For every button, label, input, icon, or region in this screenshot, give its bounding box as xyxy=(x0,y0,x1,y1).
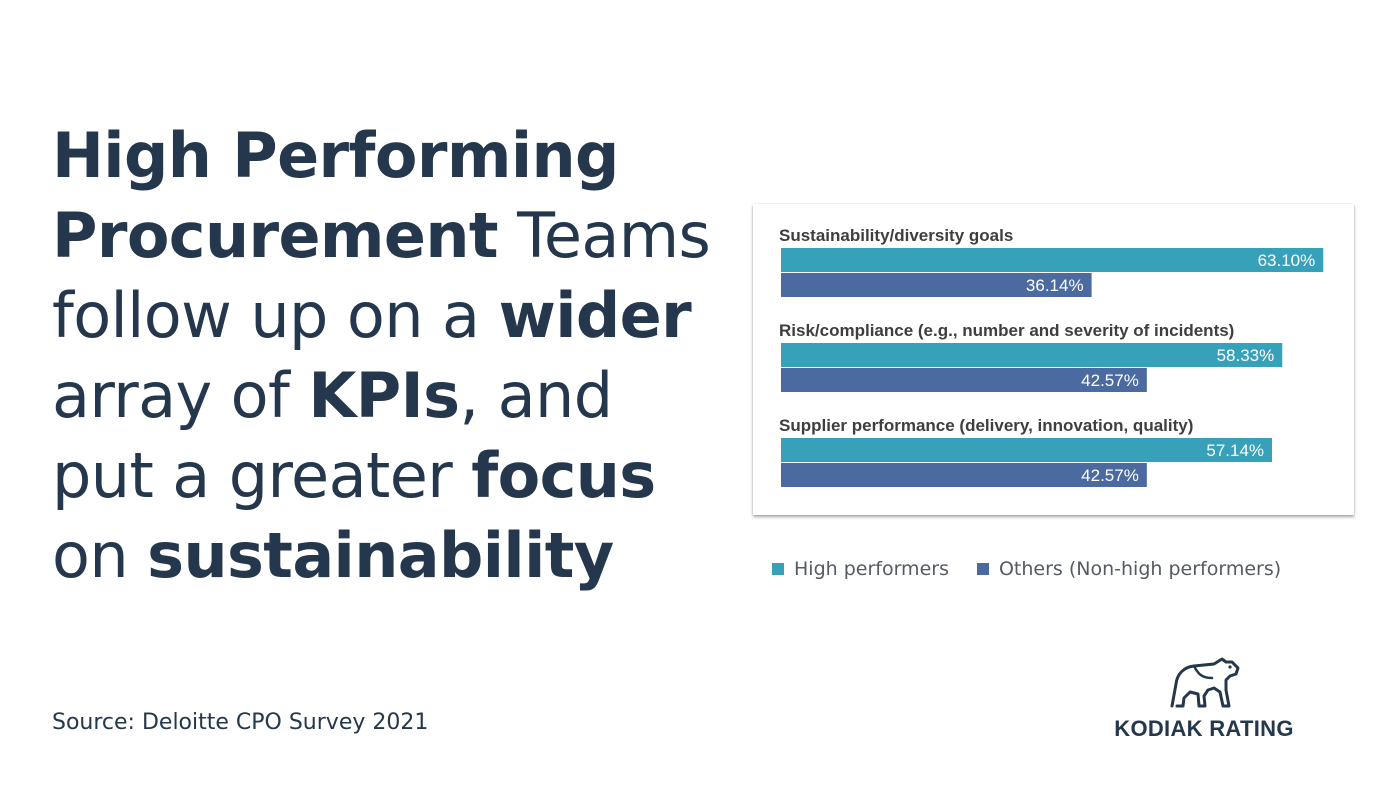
category-label: Risk/compliance (e.g., number and severi… xyxy=(779,321,1234,340)
legend-label-others: Others (Non-high performers) xyxy=(998,558,1282,580)
headline-bold: Procurement xyxy=(52,199,499,272)
headline-text: put a greater xyxy=(52,439,472,512)
legend-item-high: High performers xyxy=(772,558,949,580)
bar-high-performers xyxy=(781,343,1283,367)
legend-swatch-others xyxy=(976,563,989,575)
bar-value-label: 58.33% xyxy=(1217,346,1275,365)
bear-icon xyxy=(1170,657,1240,708)
headline: High Performing Procurement Teams follow… xyxy=(52,116,742,596)
headline-text: , and xyxy=(459,359,613,432)
bar-others xyxy=(781,463,1147,487)
category-label: Supplier performance (delivery, innovati… xyxy=(779,416,1193,435)
bar-others xyxy=(781,273,1092,297)
bar-high-performers xyxy=(781,438,1273,462)
bar-value-label: 63.10% xyxy=(1258,251,1316,270)
source-note: Source: Deloitte CPO Survey 2021 xyxy=(52,710,429,735)
kodiak-logo: KODIAK RATING xyxy=(1108,656,1300,744)
headline-text: array of xyxy=(52,359,309,432)
legend-label-high: High performers xyxy=(794,558,949,580)
legend-item-others: Others (Non-high performers) xyxy=(976,558,1282,580)
headline-text: follow up on a xyxy=(52,279,499,352)
bar-value-label: 36.14% xyxy=(1026,276,1084,295)
bar-value-label: 42.57% xyxy=(1081,466,1139,485)
chart-legend: High performers Others (Non-high perform… xyxy=(772,558,1309,580)
bar-high-performers xyxy=(781,248,1324,272)
bar-value-label: 42.57% xyxy=(1081,371,1139,390)
headline-bold: High Performing xyxy=(52,119,619,192)
headline-bold: focus xyxy=(471,439,656,512)
bar-others xyxy=(781,368,1147,392)
category-label: Sustainability/diversity goals xyxy=(779,226,1013,245)
headline-bold: sustainability xyxy=(147,519,614,592)
logo-text: KODIAK RATING xyxy=(1114,716,1294,741)
bar-chart: Sustainability/diversity goals 63.10% 36.1… xyxy=(779,226,1324,487)
chart-card: Sustainability/diversity goals 63.10% 36.1… xyxy=(753,204,1354,515)
headline-bold: wider xyxy=(498,279,692,352)
headline-text: Teams xyxy=(497,199,711,272)
headline-bold: KPIs xyxy=(308,359,460,432)
bar-value-label: 57.14% xyxy=(1206,441,1264,460)
legend-swatch-high xyxy=(772,563,784,575)
headline-text: on xyxy=(52,519,148,592)
